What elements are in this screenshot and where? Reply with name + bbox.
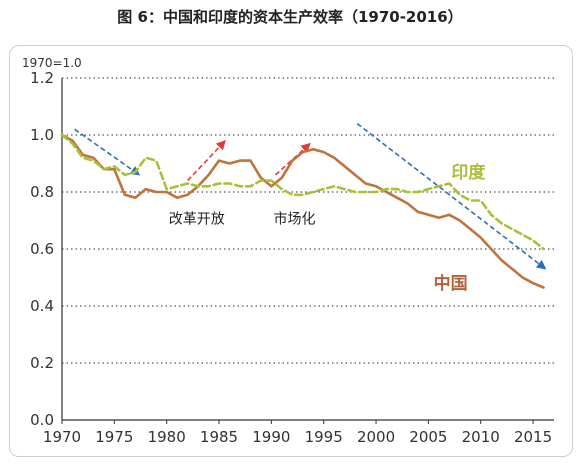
series-lines xyxy=(60,133,545,289)
y-tick-label: 0.6 xyxy=(30,240,54,258)
chart-title: 图 6：中国和印度的资本生产效率（1970-2016） xyxy=(117,8,463,26)
x-tick-label: 1970 xyxy=(43,428,81,446)
blue-trend-arrow-3 xyxy=(356,122,547,270)
unit-label: 1970=1.0 xyxy=(22,56,82,70)
x-tick-label: 1985 xyxy=(200,428,238,446)
chart-frame xyxy=(9,45,573,457)
red-trend-arrow-1 xyxy=(187,140,226,182)
y-tick-label: 0.4 xyxy=(30,297,54,315)
x-tick-label: 2010 xyxy=(462,428,500,446)
x-tick-label: 1975 xyxy=(95,428,133,446)
x-tick-label: 1980 xyxy=(148,428,186,446)
y-tick-label: 0.0 xyxy=(30,411,54,429)
trend-arrows xyxy=(74,122,547,270)
y-tick-label: 0.8 xyxy=(30,183,54,201)
y-tick-label: 0.2 xyxy=(30,354,54,372)
x-tick-label: 2000 xyxy=(357,428,395,446)
x-tick-label: 1995 xyxy=(305,428,343,446)
x-tick-label: 1990 xyxy=(252,428,290,446)
y-tick-label: 1.0 xyxy=(30,126,54,144)
series-label: 中国 xyxy=(434,273,468,294)
tick-labels: 1970=1.0 0.0 0.2 0.4 0.6 0.8 1.0 1.2 1970 1975 198… xyxy=(22,56,552,446)
x-tick-label: 2005 xyxy=(409,428,447,446)
annotation-label: 改革开放 xyxy=(169,211,225,227)
series-line-china xyxy=(60,133,545,289)
y-tick-label: 1.2 xyxy=(30,69,54,87)
series-label: 印度 xyxy=(451,162,486,183)
series-line-india xyxy=(60,133,545,251)
blue-trend-arrow-0 xyxy=(74,128,141,176)
axes xyxy=(61,78,554,424)
annotation-label: 市场化 xyxy=(273,210,315,227)
x-tick-label: 2015 xyxy=(514,428,552,446)
